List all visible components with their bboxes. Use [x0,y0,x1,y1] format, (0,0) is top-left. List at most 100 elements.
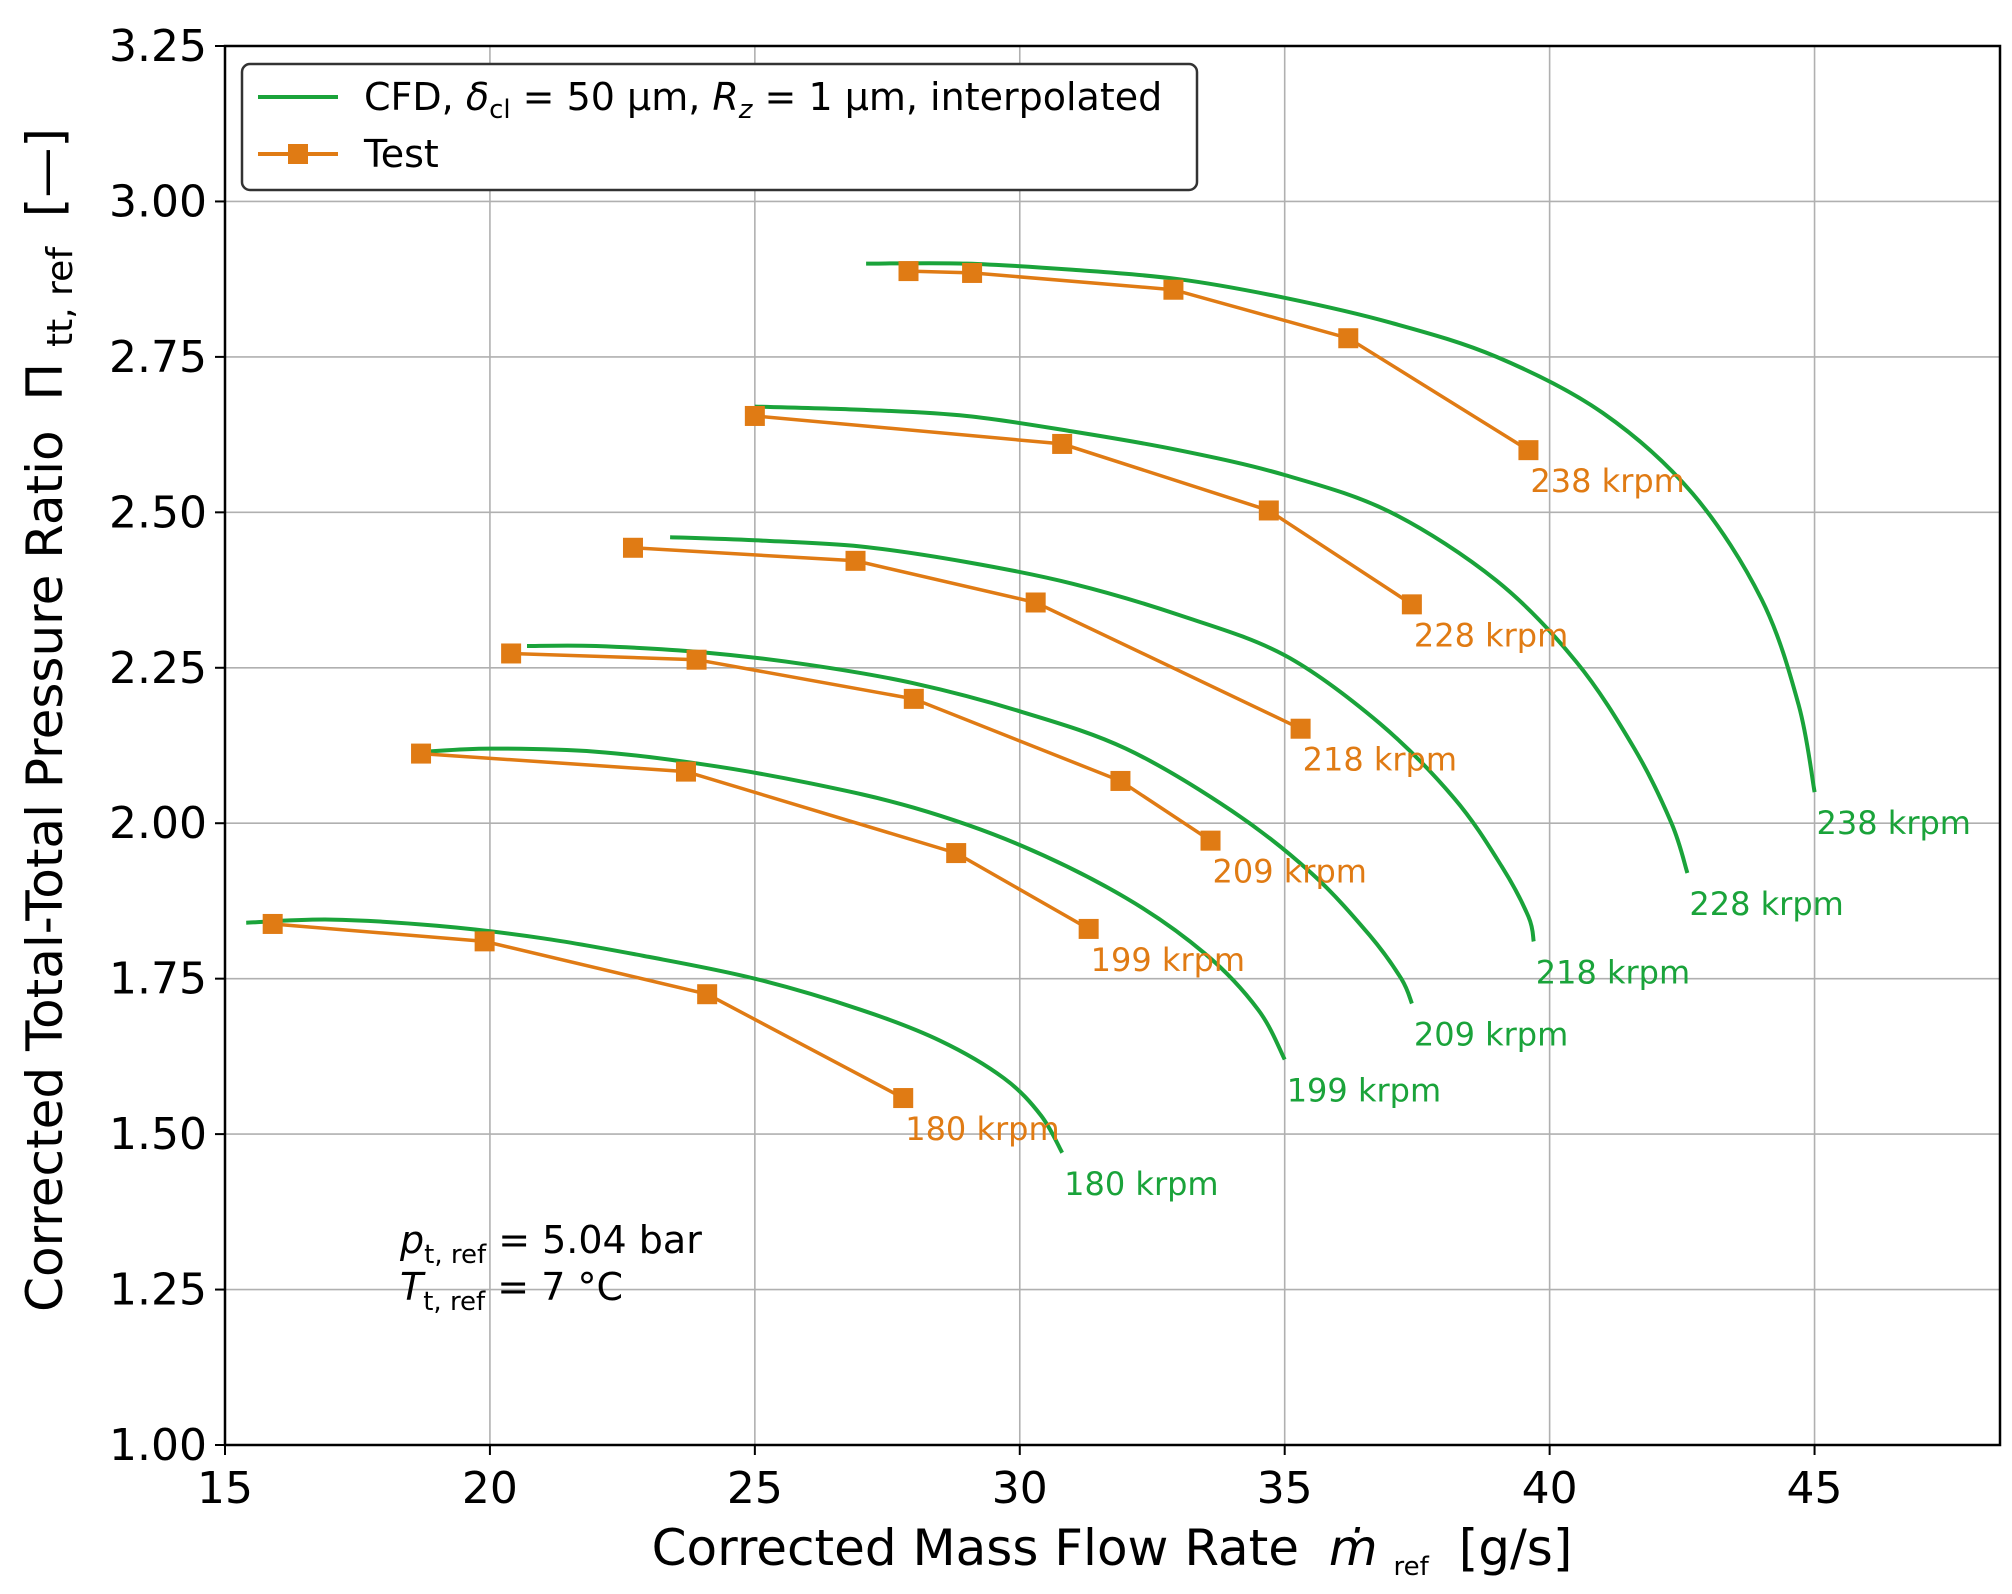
test-point-marker [744,405,765,426]
test-speed-label: 199 krpm [1091,941,1245,979]
x-tick-label: 35 [1257,1463,1313,1514]
y-tick-label: 1.50 [109,1109,207,1160]
legend-test-marker [288,144,308,164]
test-point-marker [697,984,718,1005]
annotation-p-sub: t, ref [424,1240,487,1270]
plot-frame [223,44,2002,1447]
test-line-228-krpm [754,414,1413,606]
y-axis-label-symbol: Π [16,363,74,401]
annotation-t-symbol: T [400,1265,426,1309]
legend-cfd-r: R [712,75,738,119]
y-axis-label: Corrected Total-Total Pressure Ratio Π t… [16,128,84,1312]
test-line-180-krpm [272,922,905,1100]
legend-cfd-delta: δ [466,75,489,119]
speed-labels: 180 krpm 199 krpm 209 krpm 218 krpm 228 krpm… [905,462,1971,1203]
cfd-speed-label: 218 krpm [1536,953,1690,991]
legend: CFD, δcl = 50 μm, Rz = 1 μm, interpolate… [240,62,1199,192]
cfd-line-228-krpm [754,404,1690,874]
x-axis-label-sub: ref [1394,1552,1430,1582]
test-point-marker [411,743,432,764]
legend-cfd-mid: = 50 μm, [511,75,713,119]
y-tick-label: 2.75 [109,332,207,383]
test-point-marker [1290,718,1311,739]
cfd-line-238-krpm [866,261,1817,793]
legend-box [240,62,1199,192]
test-point-marker [686,649,707,670]
test-point-marker [1258,500,1279,521]
x-tick-label: 20 [462,1463,518,1514]
y-tick-label: 2.25 [109,643,207,694]
y-axis-label-sub: tt, ref [40,246,81,347]
cfd-line-180-krpm [246,917,1064,1154]
test-point-marker [1025,592,1046,613]
test-point-marker [845,550,866,571]
cfd-line-199-krpm [426,746,1287,1061]
y-tick-label: 3.25 [109,21,207,72]
test-point-marker [946,843,967,864]
x-tick-label: 30 [992,1463,1048,1514]
y-axis-label-text: Corrected Total-Total Pressure Ratio [16,430,74,1312]
cfd-speed-label: 199 krpm [1287,1071,1441,1109]
x-axis-label-text: Corrected Mass Flow Rate [652,1519,1299,1577]
annotation-t-value: = 7 °C [485,1265,623,1309]
test-point-marker [1200,830,1221,851]
legend-cfd-suffix: = 1 μm, interpolated [752,75,1162,119]
cfd-speed-label: 228 krpm [1689,885,1843,923]
legend-cfd-delta-sub: cl [489,95,511,125]
y-tick-label: 1.00 [109,1420,207,1471]
test-speed-label: 238 krpm [1530,462,1684,500]
cfd-line-218-krpm [670,535,1536,942]
x-tick-label: 15 [197,1463,253,1514]
test-point-marker [903,688,924,709]
x-tick-label: 45 [1787,1463,1843,1514]
test-speed-label: 180 krpm [905,1110,1059,1148]
y-axis-label-unit: [—] [16,128,74,217]
test-line-199-krpm [420,751,1090,931]
test-speed-label: 218 krpm [1303,741,1457,779]
annotation-temperature: Tt, ref = 7 °C [400,1265,623,1317]
test-point-marker [1052,433,1073,454]
y-tick-label: 1.25 [109,1265,207,1316]
test-point-marker [1078,918,1099,939]
legend-test-label: Test [363,132,439,176]
annotation-pressure: pt, ref = 5.04 bar [399,1218,702,1270]
test-point-marker [1401,594,1422,615]
test-point-marker [898,261,919,282]
legend-cfd-prefix: CFD, [364,75,466,119]
x-tick-label: 25 [727,1463,783,1514]
cfd-speed-label: 180 krpm [1064,1165,1218,1203]
test-point-marker [962,262,983,283]
test-point-marker [474,931,495,952]
test-point-marker [1163,279,1184,300]
y-tick-label: 1.75 [109,954,207,1005]
test-speed-label: 228 krpm [1414,616,1568,654]
series-layer [246,261,1817,1154]
test-point-marker [262,913,283,934]
annotation-t-sub: t, ref [423,1287,486,1317]
annotation-p-symbol: p [399,1218,424,1262]
test-speed-label: 209 krpm [1213,853,1367,891]
test-point-marker [1110,770,1131,791]
test-point-marker [622,537,643,558]
test-point-marker [893,1088,914,1109]
legend-cfd-label: CFD, δcl = 50 μm, Rz = 1 μm, interpolate… [364,75,1162,125]
y-tick-label: 2.50 [109,487,207,538]
x-tick-label: 40 [1522,1463,1578,1514]
x-axis-label-symbol: ṁ [1329,1519,1378,1577]
x-axis-label-unit: [g/s] [1459,1519,1573,1577]
axis-ticks: 15 20 25 30 35 40 45 1.00 1.25 1.50 1.75 2.00 2.25 2.… [109,21,1843,1514]
test-point-marker [501,643,522,664]
test-line-218-krpm [632,546,1302,731]
test-point-marker [675,761,696,782]
y-tick-label: 2.00 [109,798,207,849]
legend-cfd-r-sub: z [738,95,754,125]
x-axis-label: Corrected Mass Flow Rate ṁ ref [g/s] [652,1519,1573,1587]
cfd-speed-label: 238 krpm [1817,804,1971,842]
y-tick-label: 3.00 [109,176,207,227]
test-point-marker [1518,440,1539,461]
test-point-marker [1338,328,1359,349]
annotation-p-value: = 5.04 bar [486,1218,702,1262]
cfd-speed-label: 209 krpm [1414,1016,1568,1054]
